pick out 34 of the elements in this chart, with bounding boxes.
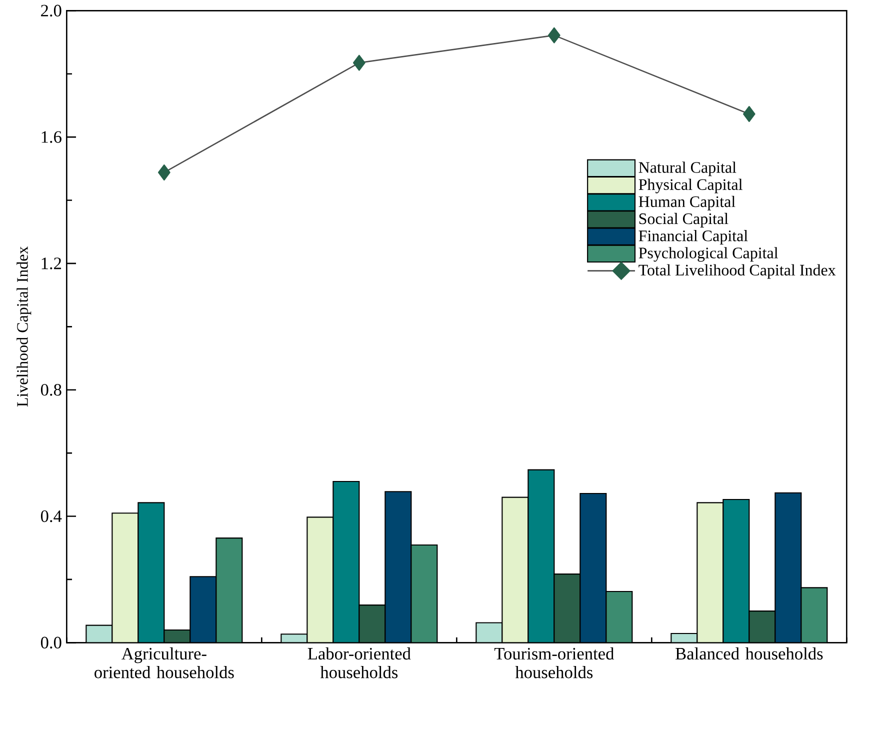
bar [138, 502, 165, 643]
bar [774, 492, 802, 643]
point [548, 27, 560, 44]
legend-label: Social Capital [639, 212, 728, 228]
bar [800, 586, 828, 643]
bar [580, 492, 607, 643]
point [742, 106, 756, 122]
legend-label: Financial Capital [638, 230, 748, 244]
point [158, 164, 170, 180]
legend-label: Physical Capital [638, 178, 742, 194]
bar [216, 537, 243, 643]
y-tick-label: 1.2 [42, 257, 62, 270]
bar [332, 480, 360, 643]
bar [606, 590, 633, 643]
y-tick-label: 0.0 [40, 636, 62, 648]
legend-label: Psychological Capital [638, 246, 778, 262]
point [352, 54, 366, 71]
y-tick-label: 0.8 [40, 384, 62, 396]
y-tick-label: 0.4 [40, 510, 62, 522]
bar [410, 544, 438, 643]
bar [528, 469, 555, 643]
y-tick-label: 1.6 [42, 131, 62, 143]
bar [190, 576, 217, 643]
legend-label: Human Capital [638, 196, 736, 210]
y-tick-label: 2.0 [41, 4, 62, 16]
legend-label: Natural Capital [638, 161, 736, 176]
x-tick-label: Balanced households [676, 647, 823, 660]
bar [722, 498, 750, 643]
x-tick-label: Labor-oriented households [308, 647, 411, 678]
y-axis-title: Livelihood Capital Index [16, 246, 32, 406]
legend-label: Total Livelihood Capital Index [638, 264, 836, 279]
bar [384, 490, 412, 643]
x-tick-label: Agriculture-oriented households [94, 647, 234, 678]
x-tick-label: Tourism-oriented households [494, 647, 614, 678]
